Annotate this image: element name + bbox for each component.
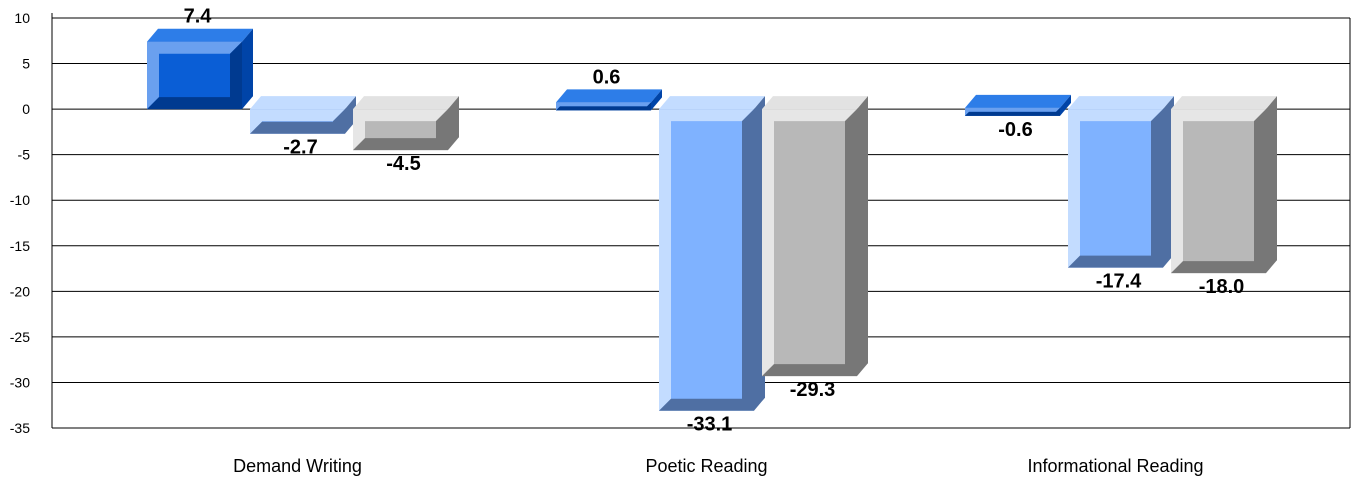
bar (762, 96, 868, 377)
bar (353, 96, 459, 151)
data-label: -2.7 (283, 137, 317, 159)
bar-bevel-highlight (147, 41, 242, 110)
bar-bevel-shadow (147, 41, 242, 110)
y-tick-label: -20 (10, 283, 30, 299)
bar (1171, 96, 1277, 274)
bar-bevel-shadow (353, 109, 448, 151)
bar (965, 94, 1071, 116)
bar (659, 96, 765, 411)
bar-front-face (1171, 109, 1266, 274)
bar-front-face (659, 109, 754, 411)
bar-front-face (1068, 109, 1163, 268)
y-tick-label: 0 (22, 101, 30, 117)
bar-top-face (1068, 96, 1174, 110)
data-label: -17.4 (1096, 271, 1142, 293)
bar-side-face (448, 96, 459, 151)
bar-bevel-highlight (659, 109, 754, 411)
bar-top-face (659, 96, 765, 110)
data-label: 0.6 (593, 66, 621, 88)
bar-side-face (345, 96, 356, 134)
bar (556, 89, 662, 111)
bar-top-face (965, 94, 1071, 108)
bar-side-face (651, 89, 662, 111)
bar-bevel-shadow (1171, 109, 1266, 274)
y-tick-label: -30 (10, 374, 30, 390)
bar-side-face (857, 96, 868, 377)
y-tick-label: 10 (14, 10, 30, 26)
bar (250, 96, 356, 134)
bar-bevel-shadow (250, 109, 345, 134)
x-category-label: Poetic Reading (645, 456, 767, 476)
data-label: -18.0 (1199, 276, 1245, 298)
bar-top-face (250, 96, 356, 110)
bar-top-face (1171, 96, 1277, 110)
y-tick-label: -5 (18, 147, 31, 163)
y-tick-label: -10 (10, 192, 30, 208)
x-category-label: Informational Reading (1027, 456, 1203, 476)
data-label: -33.1 (687, 414, 733, 436)
bar-side-face (242, 28, 253, 110)
bar-bevel-shadow (762, 109, 857, 377)
y-tick-label: 5 (22, 56, 30, 72)
data-label: 7.4 (184, 6, 213, 28)
bar (1068, 96, 1174, 268)
bar-bevel-shadow (659, 109, 754, 411)
bar-side-face (1060, 94, 1071, 116)
bar-bevel-shadow (965, 107, 1060, 116)
bar-side-face (1266, 96, 1277, 274)
data-label: -0.6 (998, 119, 1032, 141)
bar (147, 28, 253, 110)
bar-front-face (762, 109, 857, 377)
bar-top-face (147, 28, 253, 42)
y-tick-label: -35 (10, 420, 30, 436)
bar-bevel-shadow (556, 102, 651, 111)
y-tick-label: -15 (10, 238, 30, 254)
bar-bevel-highlight (762, 109, 857, 377)
bar-bevel-highlight (250, 109, 345, 134)
data-label: -29.3 (790, 379, 836, 401)
data-label: -4.5 (386, 153, 420, 175)
y-tick-label: -25 (10, 329, 30, 345)
bar-bevel-highlight (353, 109, 448, 151)
bar-bevel-shadow (1068, 109, 1163, 268)
bar-bevel-highlight (1171, 109, 1266, 274)
bar-bevel-highlight (1068, 109, 1163, 268)
x-category-label: Demand Writing (233, 456, 362, 476)
bar-top-face (762, 96, 868, 110)
bar-top-face (556, 89, 662, 103)
bar-top-face (353, 96, 459, 110)
